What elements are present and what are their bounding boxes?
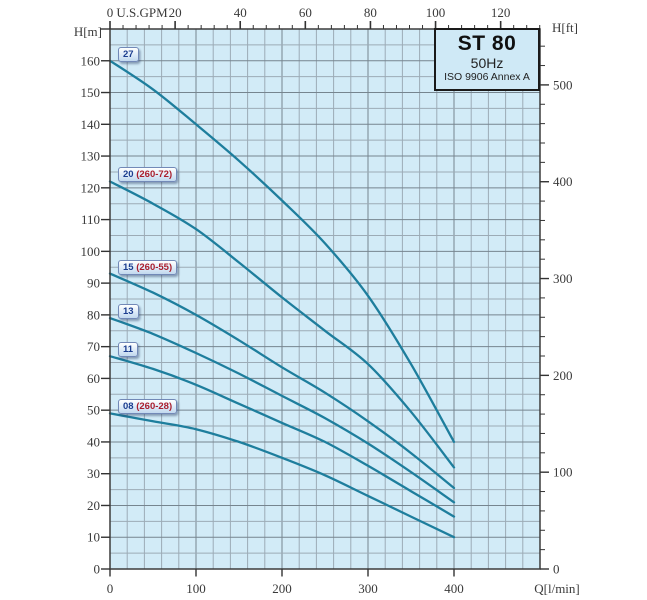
right-axis-tick-label: 500 [553, 77, 573, 92]
pump-curve-11 [108, 355, 456, 518]
curve-label-badge-11: 11 [118, 342, 139, 357]
curve-badge-detail: (260-72) [133, 169, 173, 180]
curve-badge-code: 27 [123, 49, 134, 60]
top-axis-tick-label: 20 [169, 5, 182, 20]
curve-label-badge-20: 20 (260-72) [118, 167, 178, 182]
curve-label-badge-08: 08 (260-28) [118, 399, 178, 414]
bottom-axis-unit-label: Q[l/min] [534, 581, 580, 596]
curve-badge-code: 11 [123, 344, 134, 355]
right-axis-tick-label: 0 [553, 562, 560, 577]
curve-badge-code: 20 [123, 169, 134, 180]
curve-badge-code: 08 [123, 401, 134, 412]
pump-curve-15 [108, 272, 456, 490]
top-axis-tick-label: 80 [364, 5, 377, 20]
top-axis-tick-label: 100 [426, 5, 446, 20]
top-axis-tick-label: 120 [491, 5, 511, 20]
left-axis-tick-label: 130 [81, 149, 101, 164]
left-axis-tick-label: 30 [87, 466, 100, 481]
left-axis-tick-label: 0 [94, 562, 101, 577]
right-axis-unit-label: H[ft] [552, 20, 578, 35]
top-axis-unit-label: U.S.GPM [116, 5, 168, 20]
pump-curve-08 [108, 412, 456, 539]
top-axis-tick-label: 40 [234, 5, 247, 20]
left-axis-tick-label: 110 [81, 212, 100, 227]
pump-frequency: 50Hz [470, 55, 504, 71]
bottom-axis-tick-label: 200 [272, 581, 292, 596]
pump-curve-20 [108, 180, 456, 469]
left-axis-tick-label: 50 [87, 403, 100, 418]
pump-curve-13 [108, 316, 456, 504]
right-axis-tick-label: 100 [553, 465, 573, 480]
left-axis-tick-label: 10 [87, 530, 100, 545]
pump-model-title: ST 80 [457, 32, 517, 55]
curve-label-badge-27: 27 [118, 47, 139, 62]
left-axis-tick-label: 40 [87, 434, 100, 449]
left-axis-tick-label: 80 [87, 307, 100, 322]
bottom-axis-tick-label: 100 [186, 581, 206, 596]
curve-badge-detail: (260-28) [133, 401, 173, 412]
top-axis-tick-label: 0 [107, 5, 114, 20]
left-axis-unit-label: H[m] [74, 24, 102, 39]
left-axis-tick-label: 90 [87, 276, 100, 291]
curve-badge-code: 13 [123, 306, 134, 317]
right-axis-tick-label: 400 [553, 174, 573, 189]
test-standard: ISO 9906 Annex A [444, 71, 530, 83]
right-axis-tick-label: 200 [553, 368, 573, 383]
curve-badge-code: 15 [123, 262, 134, 273]
right-axis-tick-label: 300 [553, 271, 573, 286]
left-axis-tick-label: 70 [87, 339, 100, 354]
plot-border [109, 28, 541, 570]
bottom-axis-tick-label: 400 [444, 581, 464, 596]
bottom-axis-tick-label: 0 [107, 581, 114, 596]
left-axis-tick-label: 140 [81, 117, 101, 132]
left-axis-tick-label: 100 [81, 244, 101, 259]
bottom-axis-tick-label: 300 [358, 581, 378, 596]
top-axis-tick-label: 60 [299, 5, 312, 20]
left-axis-tick-label: 20 [87, 498, 100, 513]
curve-label-badge-13: 13 [118, 304, 139, 319]
curve-badge-detail: (260-55) [133, 262, 173, 273]
left-axis-tick-label: 60 [87, 371, 100, 386]
curve-label-badge-15: 15 (260-55) [118, 260, 178, 275]
left-axis-tick-label: 150 [81, 85, 101, 100]
left-axis-tick-label: 160 [81, 53, 101, 68]
title-box: ST 80 50Hz ISO 9906 Annex A [434, 28, 540, 91]
pump-curve-27 [108, 59, 456, 444]
left-axis-tick-label: 120 [81, 180, 101, 195]
